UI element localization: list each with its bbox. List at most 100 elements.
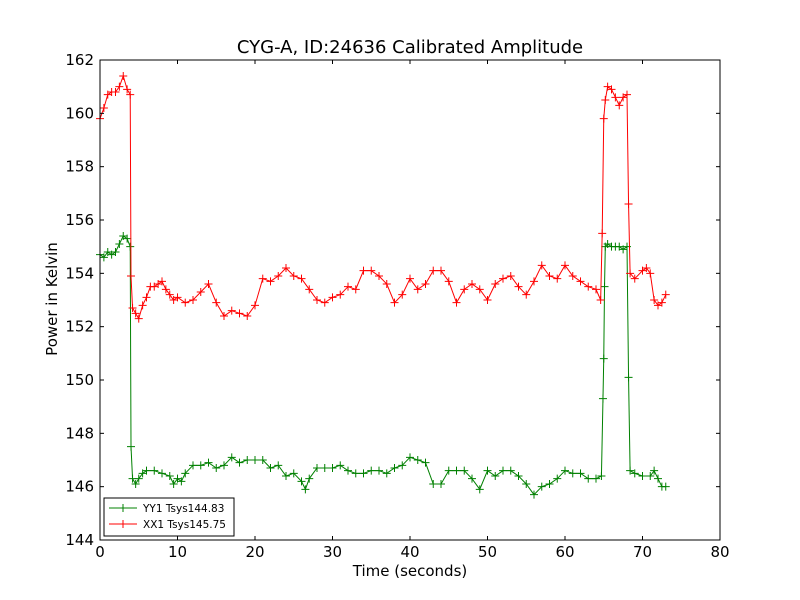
data-point [367,266,376,275]
data-point [258,274,267,283]
data-point [320,464,329,472]
data-point [126,242,135,251]
y-axis-label: Power in Kelvin [43,242,61,356]
data-point [398,461,407,470]
data-point [289,272,298,280]
data-point [131,480,140,488]
y-tick-label: 160 [65,104,94,122]
data-point [592,285,600,294]
data-point [475,485,484,494]
data-point [624,373,633,382]
y-tick-label: 156 [65,211,94,229]
data-point [483,296,492,304]
x-axis-label: Time (seconds) [352,562,468,580]
data-point [429,266,438,275]
data-point [297,477,306,486]
data-point [537,261,546,270]
legend-label: XX1 Tsys145.75 [143,519,226,531]
data-point [646,472,655,480]
data-point [150,466,159,475]
data-point [123,85,132,94]
data-point [227,453,236,462]
data-point [123,234,132,243]
data-point [611,93,620,102]
data-point [336,290,345,299]
data-point [119,72,128,80]
data-point [189,296,197,304]
data-point [111,88,120,96]
data-point [646,269,655,278]
data-point [328,464,337,472]
data-point [382,469,391,478]
data-point [158,277,166,286]
data-point [266,277,275,286]
data-point [99,104,108,112]
x-tick-label: 20 [245,543,264,561]
data-point [626,269,635,278]
data-point [115,240,124,248]
data-point [576,277,585,286]
data-point [600,282,609,291]
data-point [499,274,507,283]
data-point [177,477,186,486]
data-point [598,394,607,403]
data-point [522,290,531,299]
data-point [444,277,453,286]
data-point [615,101,624,110]
data-point [235,309,244,318]
data-point [173,293,182,302]
data-point [545,480,554,488]
x-tick-label: 10 [168,543,187,561]
data-point [181,469,190,478]
y-tick-label: 152 [65,318,94,336]
data-point [375,466,383,475]
data-point [282,472,290,480]
x-tick-label: 70 [633,543,652,561]
y-tick-label: 154 [65,264,94,282]
data-point [204,458,213,467]
data-point [398,290,407,299]
data-point [111,248,120,256]
data-point [134,474,143,483]
data-point [375,272,383,280]
data-point [196,461,205,470]
data-point [429,480,438,488]
data-point [344,282,352,291]
data-point [181,298,190,307]
data-point [597,472,606,480]
data-point [638,472,647,480]
data-point [266,464,275,472]
data-point [626,466,635,475]
data-point [421,458,430,467]
x-tick-label: 80 [710,543,729,561]
data-point [514,472,523,480]
data-point [344,466,352,475]
data-point [297,274,306,283]
data-point [305,474,314,483]
data-point [131,309,140,318]
data-point [127,442,135,451]
data-point [654,474,662,483]
data-point [650,466,659,475]
data-point [274,461,283,470]
data-point [599,114,608,123]
data-point [553,274,562,283]
data-point [576,469,585,478]
data-point [138,301,147,310]
data-point [491,472,500,480]
legend-item: XX1 Tsys145.75 [109,519,226,531]
data-point [305,285,314,294]
x-tick-label: 0 [95,543,105,561]
data-point [212,464,221,472]
y-tick-label: 150 [65,371,94,389]
data-point [251,301,259,310]
data-point [165,472,174,480]
data-point [134,314,143,323]
axis-layer: 0 10 20 30 40 50 60 70 80 144 146 148 150 152 154 156 15… [65,51,729,561]
data-point [460,285,469,294]
data-point [623,90,631,99]
data-point [537,482,546,491]
data-point [413,285,422,294]
data-point [359,469,368,478]
y-tick-label: 144 [65,531,94,549]
